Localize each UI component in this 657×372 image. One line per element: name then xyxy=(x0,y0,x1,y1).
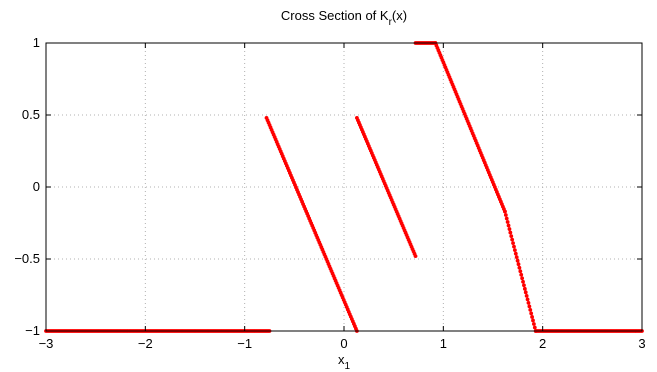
data-point xyxy=(524,293,529,298)
data-point xyxy=(512,248,517,253)
y-tick-label: 0.5 xyxy=(22,107,40,122)
data-point xyxy=(521,279,525,284)
x-axis-label-main: x xyxy=(338,352,345,367)
y-tick-labels: −1 −0.5 0 0.5 1 xyxy=(14,35,40,338)
x-axis-label: x1 xyxy=(338,352,351,372)
chart-title-main: Cross Section of K xyxy=(281,8,389,23)
data-point xyxy=(507,227,512,231)
data-point xyxy=(512,244,516,249)
data-point xyxy=(528,308,533,312)
x-tick-label: 3 xyxy=(638,336,645,351)
data-point xyxy=(529,311,534,316)
data-point xyxy=(514,255,519,260)
data-point xyxy=(532,325,537,330)
chart-title-subscript: r xyxy=(389,17,393,28)
y-tick-label: −0.5 xyxy=(14,251,40,266)
data-point xyxy=(505,220,510,224)
data-point xyxy=(523,290,528,295)
data-point xyxy=(510,237,515,242)
data-point xyxy=(518,269,523,274)
data-point xyxy=(526,300,531,305)
x-tick-label: 2 xyxy=(539,336,546,351)
y-tick-label: 0 xyxy=(33,179,40,194)
data-point xyxy=(413,254,418,259)
data-point xyxy=(504,216,509,221)
data-point xyxy=(522,286,527,291)
axis-ticks xyxy=(45,42,643,332)
data-point xyxy=(503,209,507,214)
data-point xyxy=(522,283,526,288)
y-tick-label: 1 xyxy=(33,35,40,50)
data-point xyxy=(517,265,522,270)
data-point xyxy=(503,213,508,217)
x-axis-label-subscript: 1 xyxy=(344,361,350,372)
data-point xyxy=(531,318,535,323)
data-point xyxy=(509,234,514,238)
x-tick-label: −2 xyxy=(138,336,153,351)
data-point xyxy=(527,304,532,309)
data-point xyxy=(520,276,525,281)
x-tick-label: 1 xyxy=(440,336,447,351)
x-tick-label: −3 xyxy=(39,336,54,351)
data-point xyxy=(530,315,534,319)
data-point xyxy=(511,241,515,246)
grid-lines xyxy=(46,43,642,331)
data-point xyxy=(525,297,530,302)
data-point xyxy=(506,223,511,228)
x-tick-label: −1 xyxy=(237,336,252,351)
data-point xyxy=(516,262,521,267)
x-tick-labels: −3 −2 −1 0 1 2 3 xyxy=(39,336,646,351)
data-point xyxy=(515,258,520,263)
data-point xyxy=(519,272,524,277)
chart-title: Cross Section of Kr(x) xyxy=(281,8,407,28)
y-tick-label: −1 xyxy=(25,323,40,338)
data-point xyxy=(508,230,513,235)
data-point xyxy=(513,251,518,256)
data-point xyxy=(532,322,536,326)
x-tick-label: 0 xyxy=(340,336,347,351)
chart-title-suffix: (x) xyxy=(392,8,407,23)
